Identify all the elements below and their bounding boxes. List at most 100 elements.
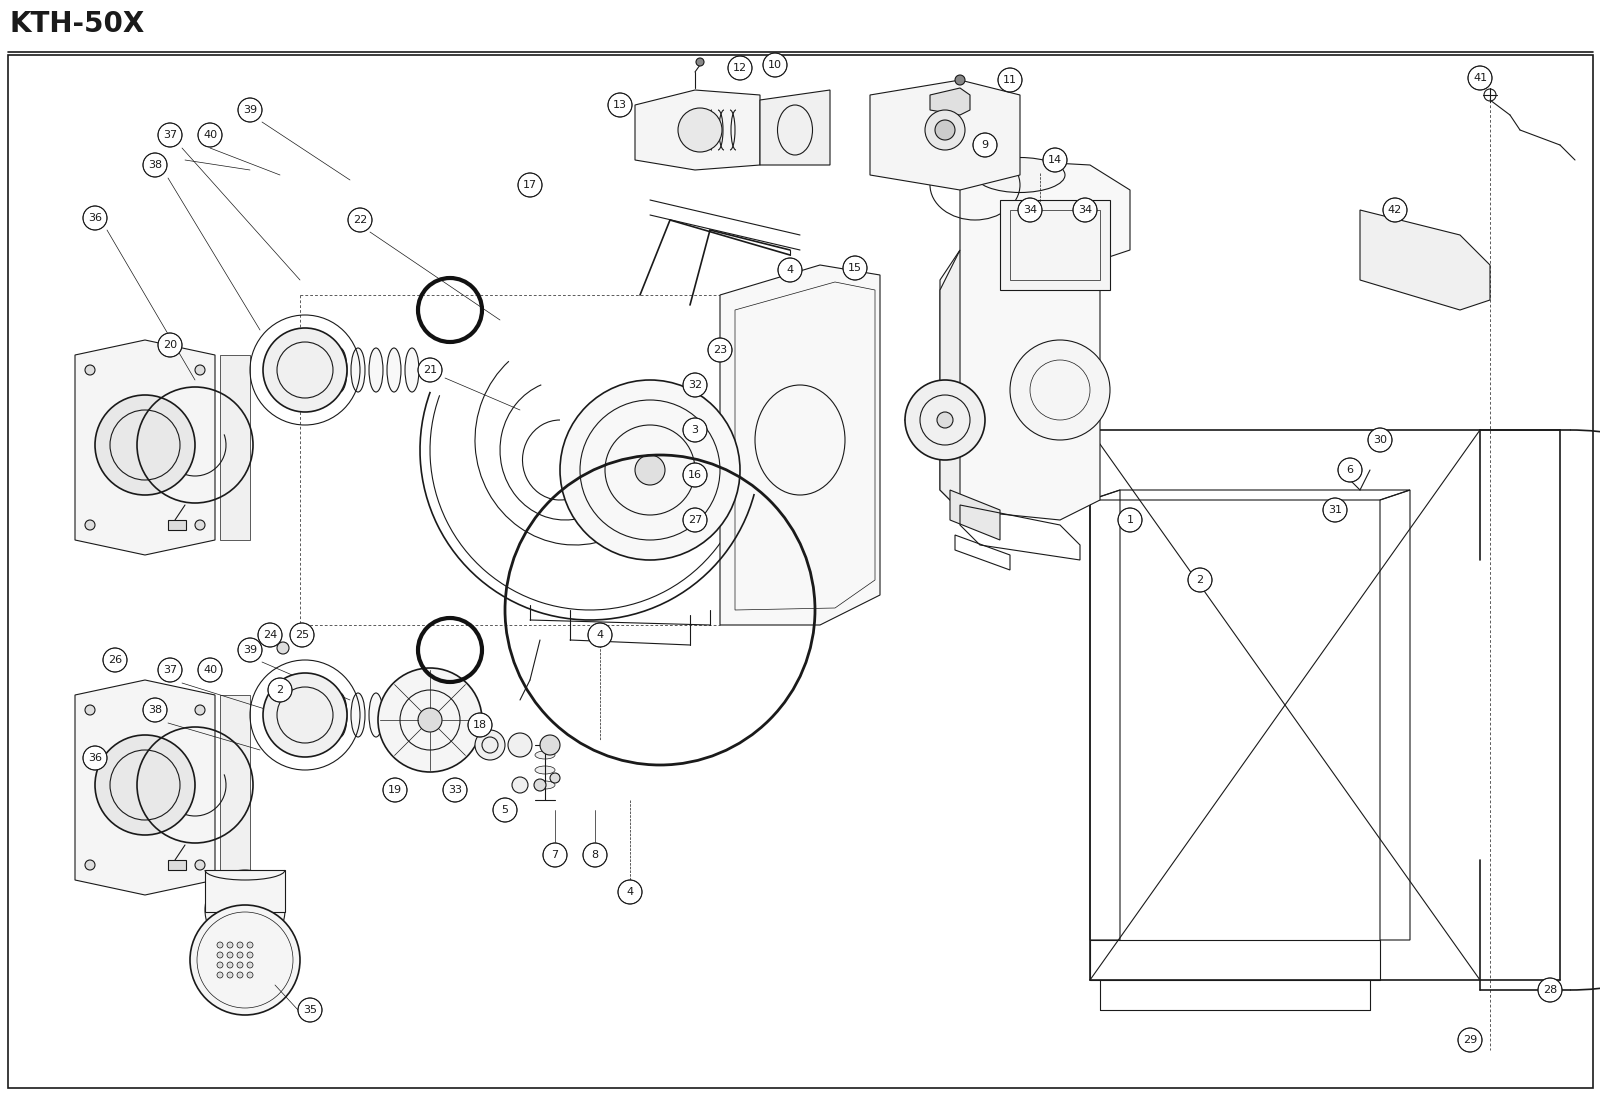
Circle shape: [843, 256, 867, 279]
Circle shape: [1074, 198, 1098, 222]
Circle shape: [218, 941, 222, 948]
Circle shape: [1187, 568, 1213, 592]
Polygon shape: [75, 680, 214, 895]
Ellipse shape: [350, 349, 365, 392]
Text: 9: 9: [981, 140, 989, 150]
Bar: [1010, 210, 1101, 279]
Circle shape: [195, 860, 205, 870]
Text: 36: 36: [88, 213, 102, 222]
Text: 2: 2: [277, 685, 283, 695]
Circle shape: [205, 870, 285, 950]
Circle shape: [763, 53, 787, 77]
Circle shape: [542, 843, 566, 867]
Text: 40: 40: [203, 665, 218, 675]
Polygon shape: [75, 340, 214, 555]
Text: 20: 20: [163, 340, 178, 350]
Text: KTH-50X: KTH-50X: [10, 10, 146, 38]
Bar: [168, 860, 186, 870]
Circle shape: [1538, 978, 1562, 1002]
Text: 38: 38: [147, 160, 162, 170]
Text: 13: 13: [613, 100, 627, 110]
Circle shape: [227, 941, 234, 948]
Polygon shape: [760, 90, 830, 165]
Circle shape: [298, 998, 322, 1021]
Text: 10: 10: [768, 60, 782, 70]
Polygon shape: [930, 88, 970, 115]
Text: 4: 4: [597, 630, 603, 640]
Circle shape: [541, 735, 560, 755]
Circle shape: [246, 972, 253, 978]
Text: 33: 33: [448, 785, 462, 795]
Circle shape: [237, 972, 243, 978]
Text: 35: 35: [302, 1005, 317, 1015]
Circle shape: [218, 972, 222, 978]
Circle shape: [102, 648, 126, 672]
Ellipse shape: [350, 693, 365, 737]
Ellipse shape: [370, 349, 382, 392]
Polygon shape: [221, 695, 250, 880]
Text: 24: 24: [262, 630, 277, 640]
Text: 2: 2: [1197, 575, 1203, 585]
Circle shape: [198, 658, 222, 682]
Ellipse shape: [387, 349, 402, 392]
Text: 3: 3: [691, 425, 699, 435]
Text: 28: 28: [1542, 985, 1557, 995]
Circle shape: [418, 708, 442, 732]
Ellipse shape: [974, 158, 1066, 193]
Text: 21: 21: [422, 365, 437, 375]
Text: 41: 41: [1474, 73, 1486, 83]
Polygon shape: [941, 160, 1130, 520]
Circle shape: [1338, 458, 1362, 482]
Text: 25: 25: [294, 630, 309, 640]
Circle shape: [382, 778, 406, 802]
Polygon shape: [221, 355, 250, 540]
Circle shape: [142, 153, 166, 176]
Circle shape: [973, 133, 997, 157]
Text: 29: 29: [1462, 1035, 1477, 1044]
Circle shape: [518, 173, 542, 197]
Circle shape: [1043, 148, 1067, 172]
Text: 4: 4: [787, 265, 794, 275]
Circle shape: [678, 109, 722, 152]
Circle shape: [443, 778, 467, 802]
Circle shape: [728, 56, 752, 80]
Text: 1: 1: [1126, 515, 1133, 525]
Circle shape: [418, 358, 442, 383]
Circle shape: [683, 373, 707, 397]
Bar: [1000, 199, 1110, 290]
Text: 30: 30: [1373, 435, 1387, 445]
Circle shape: [998, 68, 1022, 92]
Text: 32: 32: [688, 380, 702, 390]
Polygon shape: [870, 80, 1021, 190]
Circle shape: [550, 773, 560, 783]
Circle shape: [218, 952, 222, 958]
Circle shape: [277, 642, 290, 654]
Circle shape: [85, 365, 94, 375]
Text: 18: 18: [474, 720, 486, 730]
Ellipse shape: [333, 349, 347, 392]
Circle shape: [158, 658, 182, 682]
Ellipse shape: [387, 693, 402, 737]
Text: 17: 17: [523, 180, 538, 190]
Polygon shape: [941, 250, 960, 510]
Circle shape: [1368, 429, 1392, 452]
Circle shape: [237, 941, 243, 948]
Text: 4: 4: [627, 887, 634, 897]
Circle shape: [238, 98, 262, 122]
Circle shape: [1458, 1028, 1482, 1052]
Text: 38: 38: [147, 705, 162, 715]
Circle shape: [349, 208, 371, 232]
Polygon shape: [635, 90, 760, 170]
Circle shape: [258, 623, 282, 647]
Circle shape: [618, 880, 642, 904]
Text: 37: 37: [163, 665, 178, 675]
Circle shape: [290, 623, 314, 647]
Circle shape: [158, 123, 182, 147]
Ellipse shape: [405, 349, 419, 392]
Circle shape: [934, 119, 955, 140]
Circle shape: [85, 705, 94, 715]
Circle shape: [512, 777, 528, 794]
Circle shape: [467, 713, 493, 737]
Ellipse shape: [370, 693, 382, 737]
Circle shape: [195, 520, 205, 530]
